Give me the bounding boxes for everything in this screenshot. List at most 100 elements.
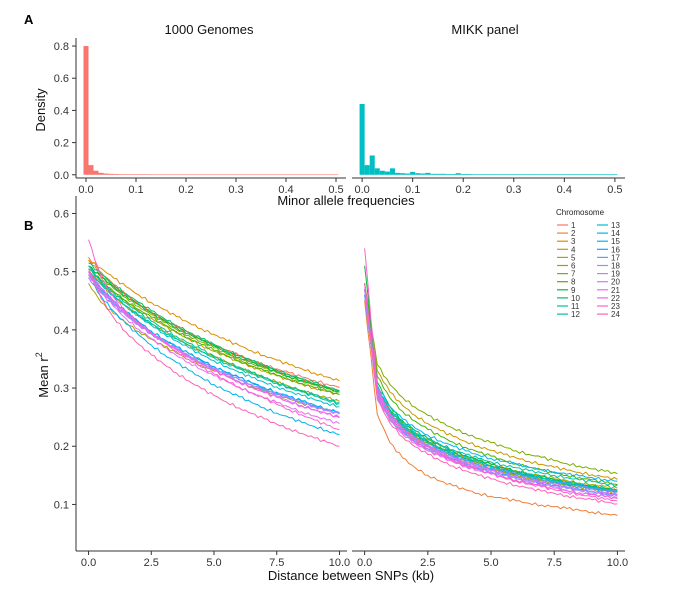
hist-bar <box>440 173 446 175</box>
hist-bar <box>359 103 365 175</box>
chromosome-5-line <box>364 294 618 494</box>
chromosome-11-line <box>88 268 340 404</box>
legend-item: 6 <box>557 262 576 271</box>
hist-bar <box>118 174 124 175</box>
panel-b-label: B <box>24 218 33 233</box>
chromosome-15-line <box>364 289 618 482</box>
y-tick-label: 0.4 <box>54 105 69 117</box>
x-tick-label: 0.0 <box>354 184 369 196</box>
hist-bar <box>394 172 401 175</box>
ld-1000-genomes: 0.0 2.5 5.0 7.5 10.0 0.1 0.2 0.3 0.4 0.5 0.6 <box>54 196 350 569</box>
hist-bar <box>303 174 309 176</box>
x-tick-label: 0.5 <box>607 184 622 196</box>
chromosome-7-line <box>364 283 618 475</box>
legend-item: 11 <box>557 302 580 311</box>
chromosome-13-line <box>88 265 340 408</box>
legend-item: 8 <box>557 278 576 287</box>
hist-bar <box>233 174 239 176</box>
hist-bar <box>333 174 339 176</box>
chromosome-20-line <box>364 283 618 497</box>
hist-bar <box>521 174 527 175</box>
hist-bar <box>258 174 264 176</box>
hist-bar <box>374 168 380 175</box>
legend-label: 16 <box>611 245 620 254</box>
hist-bar <box>511 174 517 175</box>
hist-bar <box>148 174 154 176</box>
legend-label: 13 <box>611 221 620 230</box>
hist-bar <box>268 174 274 176</box>
hist-bar <box>183 174 189 176</box>
x-tick-label: 0.0 <box>78 184 93 196</box>
legend-label: 15 <box>611 237 620 246</box>
hist-bar <box>450 173 456 175</box>
hist-bar <box>188 174 194 176</box>
hist-bar <box>308 174 314 176</box>
legend-label: 11 <box>571 302 580 311</box>
hist-bar <box>248 174 254 176</box>
x-tick-label: 0.4 <box>278 184 293 196</box>
x-tick-label: 7.5 <box>547 557 562 569</box>
hist-bar <box>460 173 466 175</box>
hist-bar <box>531 174 537 175</box>
x-tick-label: 0.1 <box>128 184 143 196</box>
hist-bar <box>480 174 486 175</box>
hist-bar <box>283 174 289 176</box>
legend-item: 22 <box>597 294 620 303</box>
y-tick-label: 0.3 <box>54 383 69 395</box>
legend-item: 9 <box>557 286 576 295</box>
hist-bar <box>576 174 583 175</box>
legend-label: 18 <box>611 262 620 271</box>
chromosome-legend: Chromosome123456789101112131415161718192… <box>556 208 620 319</box>
chromosome-15-line <box>88 277 340 436</box>
hist-bar <box>571 174 577 175</box>
hist-bar <box>582 174 588 175</box>
hist-bar <box>602 174 608 175</box>
hist-bar <box>415 173 421 175</box>
hist-bar <box>288 174 294 176</box>
hist-bar <box>435 173 441 175</box>
legend-item: 17 <box>597 253 620 262</box>
hist-bar <box>213 174 219 176</box>
hist-bar <box>506 174 512 175</box>
x-tick-label: 0.0 <box>81 557 96 569</box>
hist-bar <box>410 171 416 175</box>
x-tick-label: 2.5 <box>144 557 159 569</box>
hist-bar <box>198 174 204 176</box>
legend-item: 4 <box>557 245 576 254</box>
hist-bar <box>153 174 159 176</box>
y-tick-label: 0.0 <box>54 170 69 182</box>
legend-item: 20 <box>597 278 620 287</box>
hist-bar <box>369 155 375 175</box>
legend-title: Chromosome <box>556 208 605 217</box>
chromosome-10-line <box>88 262 340 392</box>
legend-item: 14 <box>597 229 620 238</box>
legend-item: 18 <box>597 262 620 271</box>
legend-label: 3 <box>571 237 576 246</box>
hist-bar <box>293 174 299 176</box>
hist-bar <box>491 174 497 175</box>
y-tick-label: 0.5 <box>54 267 69 279</box>
hist-bar <box>597 174 603 175</box>
y-tick-label: 0.2 <box>54 441 69 453</box>
legend-label: 9 <box>571 286 576 295</box>
hist-bar <box>128 174 134 175</box>
chromosome-12-line <box>364 289 618 487</box>
chromosome-21-line <box>88 274 340 424</box>
legend-item: 10 <box>557 294 580 303</box>
chromosome-9-line <box>88 265 340 393</box>
ld-y-axis-title: Mean r2 <box>34 352 51 397</box>
legend-item: 21 <box>597 286 620 295</box>
legend-item: 1 <box>557 221 576 230</box>
hist-left-title: 1000 Genomes <box>165 22 254 37</box>
hist-bar <box>123 174 129 175</box>
legend-item: 15 <box>597 237 620 246</box>
hist-bar <box>328 174 334 176</box>
hist-bar <box>163 174 169 176</box>
hist-bar <box>475 174 481 175</box>
hist-bar <box>243 174 249 176</box>
hist-bar <box>405 173 411 175</box>
chromosome-3-line <box>88 259 340 382</box>
legend-label: 6 <box>571 262 576 271</box>
legend-label: 24 <box>611 310 620 319</box>
